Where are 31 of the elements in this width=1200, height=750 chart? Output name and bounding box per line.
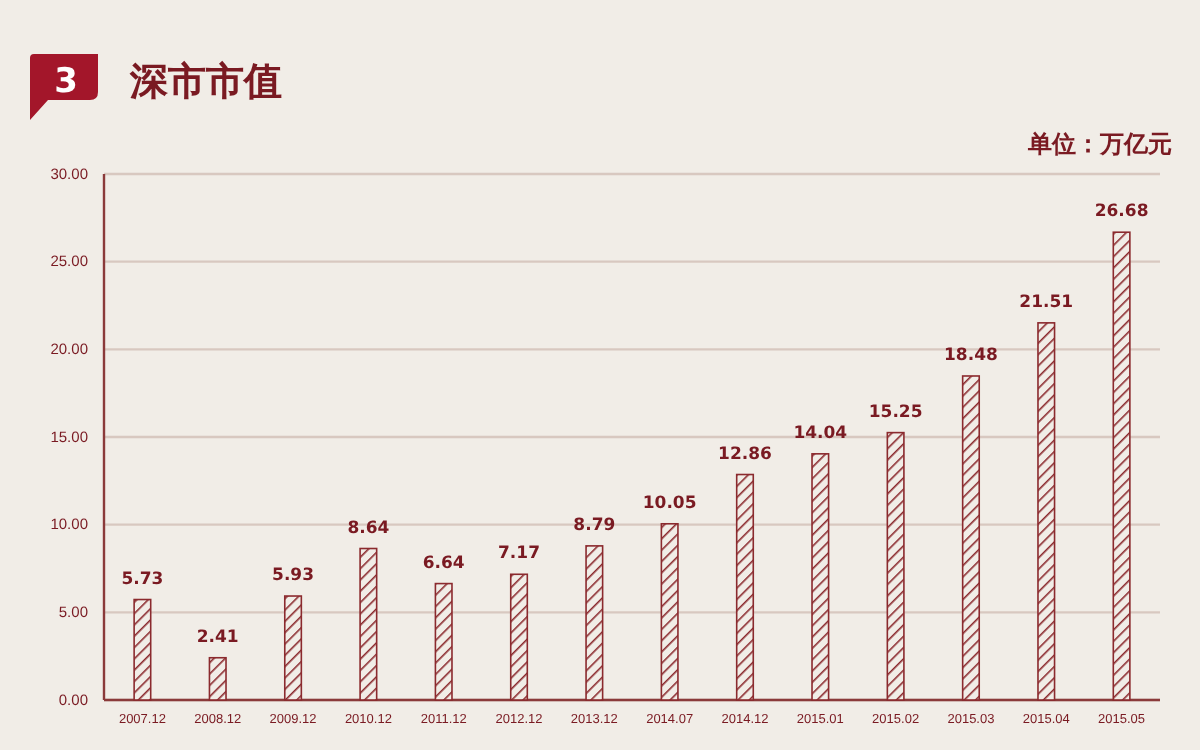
- bar: [660, 522, 679, 701]
- data-label: 6.64: [422, 553, 465, 574]
- bar: [961, 375, 981, 701]
- bar: [735, 473, 755, 701]
- data-label: 7.17: [498, 544, 541, 565]
- data-label: 5.73: [121, 569, 164, 590]
- bar: [283, 595, 303, 701]
- data-label: 10.05: [642, 493, 697, 514]
- bar: [1112, 231, 1131, 701]
- data-label: 5.93: [272, 566, 315, 587]
- bar: [359, 547, 378, 701]
- data-label: 8.79: [573, 515, 616, 536]
- data-label: 2.41: [196, 627, 239, 648]
- bar: [434, 582, 453, 701]
- data-label: 8.64: [347, 518, 390, 539]
- bar: [811, 453, 830, 701]
- data-label: 14.04: [793, 423, 848, 444]
- bar: [886, 431, 905, 701]
- data-label: 15.25: [868, 402, 923, 423]
- bar: [509, 573, 529, 701]
- bar: [208, 656, 227, 701]
- bar: [585, 545, 604, 701]
- bar: [133, 598, 152, 701]
- bar: [1037, 322, 1056, 701]
- chart-title: 深市市值: [128, 60, 282, 104]
- data-label: 18.48: [944, 345, 998, 366]
- data-label: 12.86: [718, 444, 773, 465]
- data-label: 21.51: [1019, 292, 1074, 313]
- data-label: 26.68: [1094, 202, 1149, 223]
- text: 3: [54, 62, 78, 102]
- text: 单位：万亿元: [1026, 130, 1172, 158]
